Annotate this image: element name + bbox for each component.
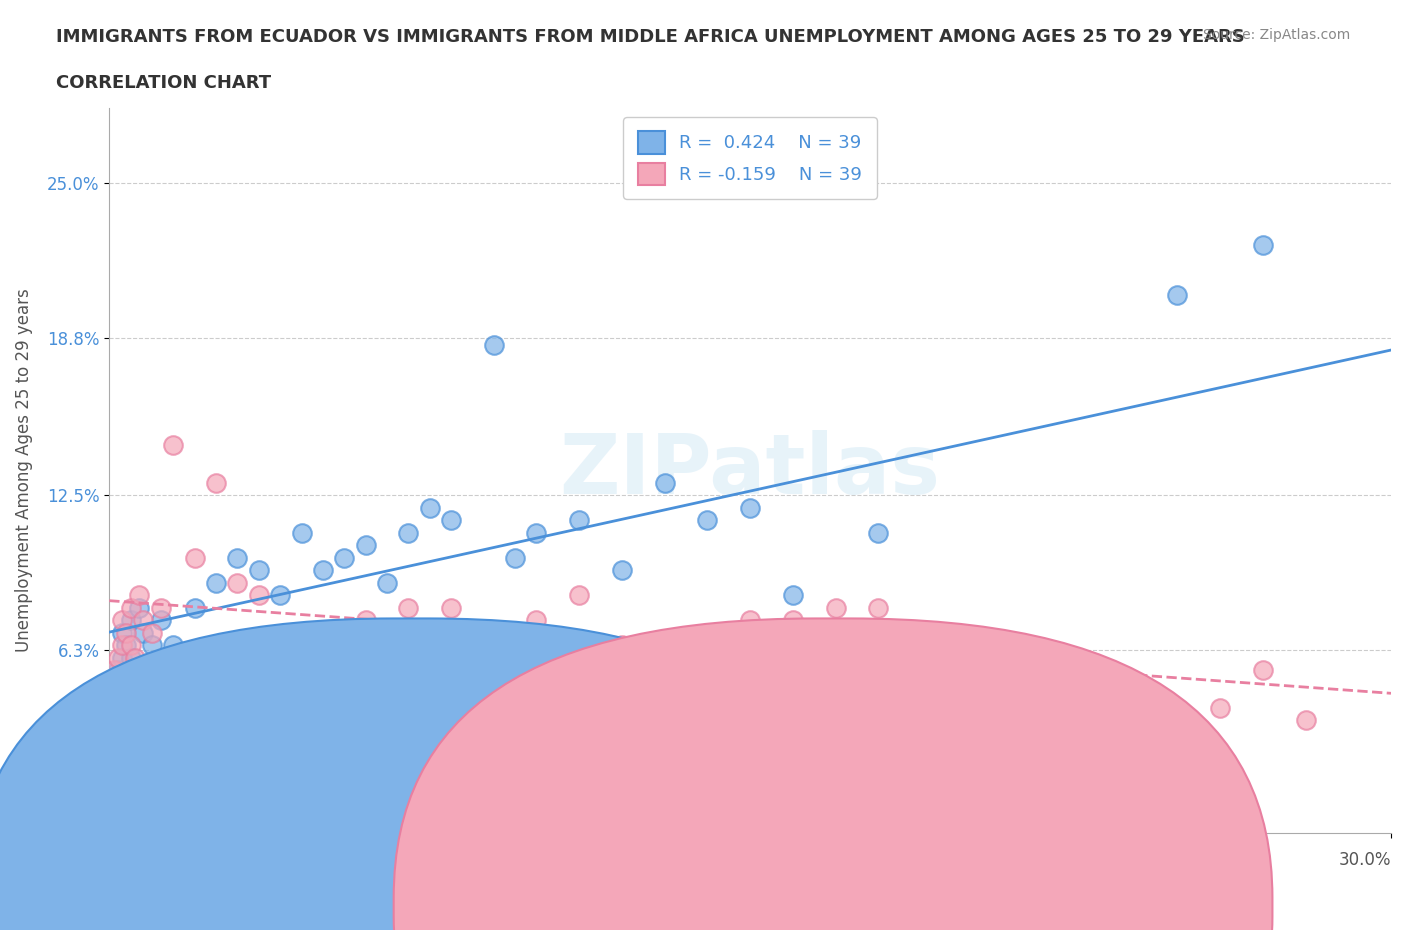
Point bbox=[354, 538, 377, 552]
Point bbox=[696, 650, 718, 665]
Point bbox=[128, 588, 150, 603]
Point bbox=[1295, 712, 1317, 727]
Point bbox=[120, 650, 142, 665]
Point bbox=[440, 600, 463, 615]
Point bbox=[183, 551, 205, 565]
Point bbox=[115, 638, 138, 653]
Point bbox=[111, 613, 134, 628]
Point bbox=[440, 512, 463, 527]
Point bbox=[1209, 700, 1232, 715]
Point bbox=[124, 650, 146, 665]
Text: IMMIGRANTS FROM ECUADOR VS IMMIGRANTS FROM MIDDLE AFRICA UNEMPLOYMENT AMONG AGES: IMMIGRANTS FROM ECUADOR VS IMMIGRANTS FR… bbox=[56, 28, 1244, 46]
Point bbox=[610, 563, 633, 578]
Point bbox=[482, 338, 505, 352]
Text: Immigrants from Middle Africa: Immigrants from Middle Africa bbox=[787, 884, 1040, 902]
Point bbox=[115, 625, 138, 640]
Text: Immigrants from Ecuador: Immigrants from Ecuador bbox=[387, 884, 598, 902]
Point bbox=[333, 551, 356, 565]
Point bbox=[312, 563, 335, 578]
Text: CORRELATION CHART: CORRELATION CHART bbox=[56, 74, 271, 92]
Point bbox=[205, 576, 228, 591]
Point bbox=[132, 613, 155, 628]
Point bbox=[149, 600, 172, 615]
Point bbox=[247, 563, 270, 578]
Point bbox=[1123, 700, 1146, 715]
Point bbox=[526, 613, 548, 628]
Point bbox=[740, 500, 762, 515]
Point bbox=[503, 551, 526, 565]
Point bbox=[782, 613, 804, 628]
Point bbox=[162, 438, 184, 453]
Point bbox=[375, 576, 398, 591]
Point bbox=[354, 613, 377, 628]
Point bbox=[396, 525, 419, 540]
Point bbox=[568, 588, 591, 603]
Point bbox=[269, 650, 291, 665]
Point bbox=[205, 475, 228, 490]
Point bbox=[868, 600, 890, 615]
Point bbox=[740, 613, 762, 628]
Text: 0.0%: 0.0% bbox=[110, 851, 150, 869]
Point bbox=[290, 525, 312, 540]
Point bbox=[103, 675, 125, 690]
Point bbox=[1251, 238, 1274, 253]
Point bbox=[120, 600, 142, 615]
Point bbox=[312, 638, 335, 653]
Point bbox=[124, 663, 146, 678]
Point bbox=[226, 576, 249, 591]
Point bbox=[111, 650, 134, 665]
Text: 30.0%: 30.0% bbox=[1339, 851, 1391, 869]
Point bbox=[654, 475, 676, 490]
Point bbox=[824, 600, 846, 615]
Point bbox=[162, 638, 184, 653]
Point bbox=[995, 675, 1018, 690]
Point bbox=[952, 663, 974, 678]
Point bbox=[654, 638, 676, 653]
Point bbox=[141, 625, 163, 640]
Point bbox=[111, 625, 134, 640]
Point bbox=[419, 500, 441, 515]
Text: ZIPatlas: ZIPatlas bbox=[560, 430, 941, 511]
Point bbox=[141, 638, 163, 653]
Point bbox=[183, 600, 205, 615]
Point bbox=[1251, 663, 1274, 678]
Point bbox=[1038, 687, 1060, 702]
Point bbox=[482, 638, 505, 653]
Point bbox=[696, 512, 718, 527]
Text: Source: ZipAtlas.com: Source: ZipAtlas.com bbox=[1202, 28, 1350, 42]
Point bbox=[952, 725, 974, 740]
Y-axis label: Unemployment Among Ages 25 to 29 years: Unemployment Among Ages 25 to 29 years bbox=[15, 288, 32, 652]
Point bbox=[868, 525, 890, 540]
Legend: R =  0.424    N = 39, R = -0.159    N = 39: R = 0.424 N = 39, R = -0.159 N = 39 bbox=[623, 117, 877, 199]
Point bbox=[120, 638, 142, 653]
Point bbox=[120, 613, 142, 628]
Point bbox=[526, 525, 548, 540]
Point bbox=[247, 588, 270, 603]
Point bbox=[226, 551, 249, 565]
Point bbox=[128, 600, 150, 615]
Point bbox=[111, 638, 134, 653]
Point bbox=[610, 638, 633, 653]
Point bbox=[396, 600, 419, 615]
Point bbox=[107, 650, 129, 665]
Point bbox=[1166, 288, 1188, 303]
Point bbox=[103, 663, 125, 678]
Point bbox=[132, 625, 155, 640]
Point bbox=[107, 663, 129, 678]
Point bbox=[149, 613, 172, 628]
Point bbox=[269, 588, 291, 603]
Point bbox=[568, 512, 591, 527]
Point bbox=[782, 588, 804, 603]
